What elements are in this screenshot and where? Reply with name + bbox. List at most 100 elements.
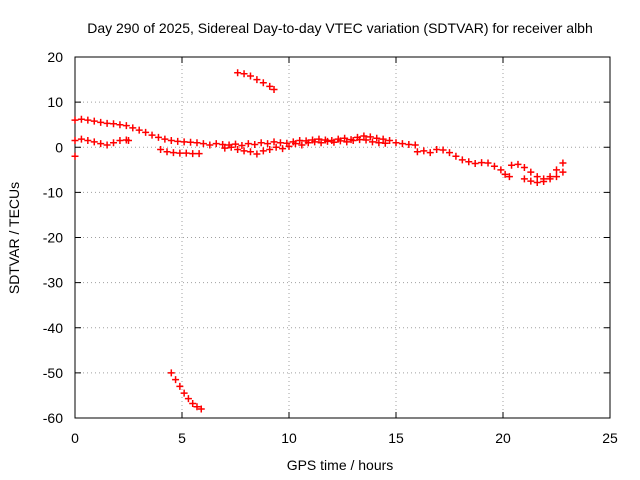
series-upper-arc <box>234 69 278 93</box>
data-point <box>426 149 434 157</box>
data-point <box>379 135 387 143</box>
data-point <box>232 140 239 148</box>
data-point <box>189 400 197 408</box>
data-point <box>433 146 441 154</box>
y-tick-label: -10 <box>43 184 63 200</box>
data-point <box>135 126 143 134</box>
data-point <box>71 136 79 144</box>
data-point <box>324 137 332 145</box>
chart-title: Day 290 of 2025, Sidereal Day-to-day VTE… <box>87 20 593 36</box>
data-point <box>244 140 252 148</box>
x-tick-label: 10 <box>281 430 297 446</box>
y-tick-label: 20 <box>47 49 63 65</box>
data-point <box>172 376 180 384</box>
data-point <box>246 72 254 80</box>
data-point <box>174 137 182 145</box>
y-tick-label: -50 <box>43 365 63 381</box>
data-point <box>195 150 203 158</box>
data-point <box>317 139 325 147</box>
series-lower-arc <box>167 369 205 413</box>
data-point <box>161 135 169 143</box>
data-point <box>193 139 201 147</box>
x-tick-label: 25 <box>602 430 618 446</box>
data-point <box>187 138 195 146</box>
data-point <box>520 164 528 172</box>
data-point <box>238 141 246 149</box>
data-point <box>490 162 498 170</box>
data-point <box>446 149 453 157</box>
data-point <box>234 69 242 77</box>
data-point <box>336 137 344 145</box>
data-point <box>420 147 428 155</box>
data-point <box>311 138 319 146</box>
data-point <box>169 149 177 157</box>
data-point <box>212 140 220 148</box>
data-point <box>398 140 406 148</box>
data-point <box>471 159 479 167</box>
data-point <box>533 178 541 186</box>
data-point <box>182 149 190 157</box>
data-point <box>546 175 554 183</box>
data-point <box>520 175 528 183</box>
data-point <box>97 140 105 148</box>
data-point <box>272 143 280 151</box>
series-late-track <box>413 146 567 186</box>
data-point <box>77 115 85 123</box>
data-point <box>291 140 299 148</box>
series-main-lower-track <box>71 135 389 158</box>
data-point <box>219 141 227 149</box>
data-point <box>157 146 165 154</box>
data-point <box>84 136 92 144</box>
data-point <box>148 131 156 139</box>
y-tick-label: -40 <box>43 320 63 336</box>
data-point <box>163 148 171 156</box>
data-point <box>103 119 111 127</box>
data-point <box>251 141 259 149</box>
data-point <box>116 136 124 144</box>
data-point <box>527 168 535 176</box>
data-point <box>411 141 419 149</box>
data-point <box>373 134 381 142</box>
data-point <box>341 134 349 142</box>
data-point <box>90 117 98 125</box>
data-point <box>116 121 124 129</box>
y-tick-label: 0 <box>55 139 63 155</box>
data-point <box>368 138 376 146</box>
data-point <box>197 405 205 413</box>
data-point <box>285 142 293 150</box>
data-point <box>84 116 92 124</box>
data-point <box>129 124 137 132</box>
data-point <box>221 144 229 152</box>
data-point <box>71 116 79 124</box>
data-point <box>279 145 287 153</box>
x-axis-label: GPS time / hours <box>287 457 394 473</box>
y-tick-label: -30 <box>43 275 63 291</box>
data-point <box>360 132 368 140</box>
axis-ticks <box>74 56 611 419</box>
data-point <box>90 138 98 146</box>
data-point <box>315 135 323 143</box>
data-point <box>478 159 486 167</box>
data-point <box>270 138 278 146</box>
data-point <box>154 133 162 141</box>
data-point <box>501 170 509 178</box>
data-point <box>484 159 492 167</box>
data-point <box>180 138 188 146</box>
data-point <box>366 133 374 141</box>
data-point <box>553 173 560 181</box>
data-point <box>559 159 567 167</box>
data-point <box>514 160 522 168</box>
data-point <box>381 139 389 147</box>
data-point <box>240 147 248 155</box>
data-point <box>533 173 541 181</box>
data-point <box>199 140 207 148</box>
data-point <box>71 152 79 160</box>
data-point <box>375 139 383 147</box>
data-point <box>343 138 351 146</box>
axis-tick-labels: 0 5 10 15 20 25 -60 -50 -40 -30 -20 -10 0 10 20 <box>43 49 618 446</box>
x-tick-label: 15 <box>388 430 404 446</box>
data-point <box>176 149 184 157</box>
data-point <box>122 122 130 130</box>
data-point <box>266 82 274 90</box>
